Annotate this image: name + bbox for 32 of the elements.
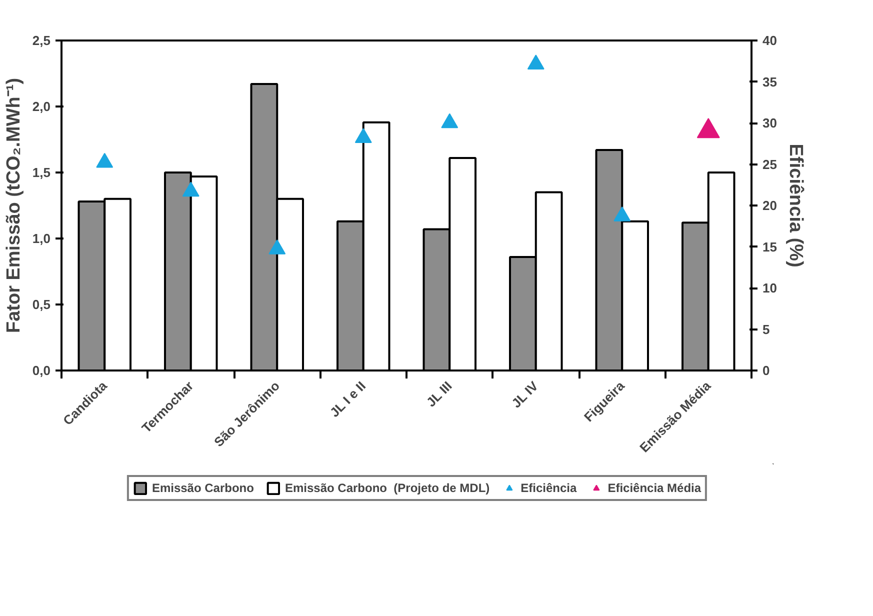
y2-tick-label: 10 <box>762 280 777 296</box>
legend-label: Emissão Carbono (Projeto de MDL) <box>284 481 490 495</box>
point <box>527 54 544 70</box>
y2-tick-label: 0 <box>762 363 770 378</box>
y2-tick-label: 30 <box>762 116 777 130</box>
y-axis-title: Fator Emissão (tCO₂.MWh⁻¹) <box>3 78 24 334</box>
y-tick-label: 0,5 <box>32 297 51 312</box>
y2-tick-label: 40 <box>762 33 777 48</box>
y2-axis-title: Eficiência (%) <box>784 144 806 268</box>
y2-tick-label: 35 <box>762 74 777 90</box>
y-tick-label: 1,0 <box>32 231 51 246</box>
x-tick-label: JL III <box>423 378 455 410</box>
point <box>614 206 631 222</box>
y2-tick-label: 25 <box>762 156 777 172</box>
point <box>696 118 720 138</box>
legend-label: Eficiência Média <box>608 481 702 495</box>
y-tick-label: 1,5 <box>32 165 51 180</box>
y2-tick-label: 15 <box>762 239 777 254</box>
y-tick-label: 2,0 <box>32 99 51 114</box>
legend-label: Eficiência <box>520 481 577 495</box>
y2-tick-label: 20 <box>762 198 777 213</box>
point <box>354 128 372 143</box>
point <box>182 182 200 197</box>
point <box>441 113 458 128</box>
point <box>268 239 286 254</box>
point <box>96 152 114 168</box>
y2-tick-label: 5 <box>762 322 770 337</box>
x-tick-label: JL IV <box>508 378 542 411</box>
legend-label: Emissão Carbono <box>152 481 254 495</box>
y-tick-label: 0,0 <box>32 363 51 378</box>
y-tick-label: 2,5 <box>32 33 51 48</box>
x-tick-label: JL I e II <box>326 378 369 420</box>
